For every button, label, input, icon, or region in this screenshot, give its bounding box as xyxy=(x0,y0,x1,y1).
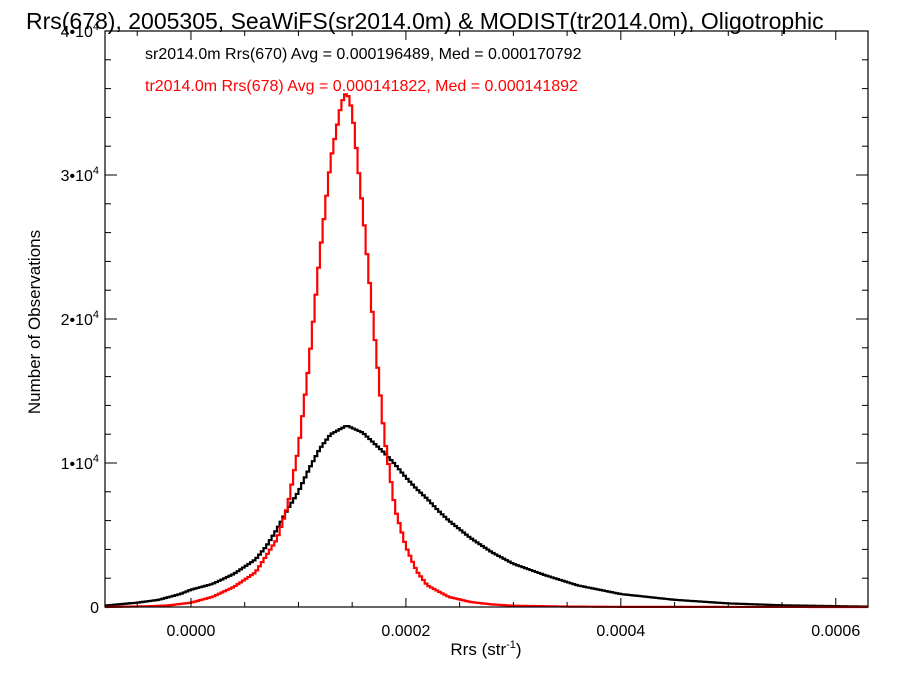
y-tick-label-exponent: 4 xyxy=(93,309,99,321)
x-axis-label-text: Rrs (str xyxy=(450,640,506,659)
y-tick-label: 2•104 xyxy=(61,309,99,329)
y-tick-label: 0 xyxy=(90,600,99,617)
y-tick-label-base: 1•10 xyxy=(61,456,93,473)
y-axis-label: Number of Observations xyxy=(25,230,44,414)
y-tick-label-base: 2•10 xyxy=(61,312,93,329)
x-tick-label: 0.0000 xyxy=(167,623,216,640)
x-tick-label: 0.0002 xyxy=(381,623,430,640)
y-tick-label-base: 4•10 xyxy=(61,24,93,41)
series-line-red xyxy=(105,93,868,609)
legend-entry-black: sr2014.0m Rrs(670) Avg = 0.000196489, Me… xyxy=(145,46,582,63)
x-tick-label: 0.0006 xyxy=(811,623,860,640)
axes: 0.0000 0.0002 0.0004 0.000601•1042•1043•104… xyxy=(61,21,869,640)
y-tick-label: 3•104 xyxy=(61,165,99,185)
y-tick-label: 4•104 xyxy=(61,21,99,41)
legend-entry-red: tr2014.0m Rrs(678) Avg = 0.000141822, Me… xyxy=(145,78,578,95)
y-tick-label-exponent: 4 xyxy=(93,21,99,33)
legend: sr2014.0m Rrs(670) Avg = 0.000196489, Me… xyxy=(145,46,582,95)
plot-area xyxy=(105,93,868,609)
x-axis-label-unit-exponent: -1 xyxy=(506,639,516,651)
y-tick-label-base: 0 xyxy=(90,600,99,617)
y-tick-label-exponent: 4 xyxy=(93,453,99,465)
x-tick-label: 0.0004 xyxy=(596,623,645,640)
plot-frame xyxy=(104,30,869,608)
series-line-black xyxy=(105,425,868,608)
x-axis-label: Rrs (str-1) xyxy=(450,639,521,659)
y-tick-label-base: 3•10 xyxy=(61,168,93,185)
x-axis-label-close: ) xyxy=(516,640,522,659)
y-tick-label: 1•104 xyxy=(61,453,99,473)
y-tick-label-exponent: 4 xyxy=(93,165,99,177)
chart-title: Rrs(678), 2005305, SeaWiFS(sr2014.0m) & … xyxy=(26,8,824,34)
